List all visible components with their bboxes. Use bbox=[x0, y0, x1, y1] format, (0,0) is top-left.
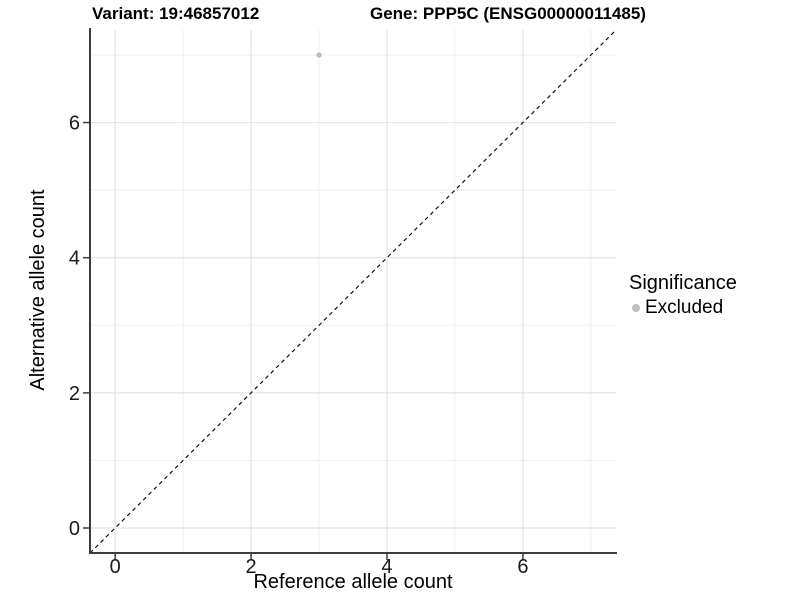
y-tick-label: 0 bbox=[69, 518, 80, 540]
legend-point-swatch bbox=[632, 304, 640, 312]
legend-item-label: Excluded bbox=[645, 297, 724, 318]
y-axis-title: Alternative allele count bbox=[27, 189, 49, 391]
y-tick-label: 4 bbox=[69, 248, 80, 270]
legend-item-excluded: Excluded bbox=[632, 297, 737, 319]
y-tick-label: 6 bbox=[69, 113, 80, 135]
identity-dashed-line bbox=[90, 30, 616, 553]
x-tick-label: 4 bbox=[381, 556, 392, 578]
data-point-excluded bbox=[316, 52, 322, 58]
legend: Significance Excluded bbox=[629, 272, 737, 319]
x-tick-label: 6 bbox=[517, 556, 528, 578]
x-tick-label: 2 bbox=[245, 556, 256, 578]
plot-title-variant: Variant: 19:46857012 bbox=[92, 4, 260, 23]
x-tick-label: 0 bbox=[110, 556, 121, 578]
plot-title-gene: Gene: PPP5C (ENSG00000011485) bbox=[370, 4, 646, 23]
x-axis-title: Reference allele count bbox=[253, 571, 453, 593]
legend-title: Significance bbox=[629, 272, 737, 294]
y-tick-label: 2 bbox=[69, 383, 80, 405]
